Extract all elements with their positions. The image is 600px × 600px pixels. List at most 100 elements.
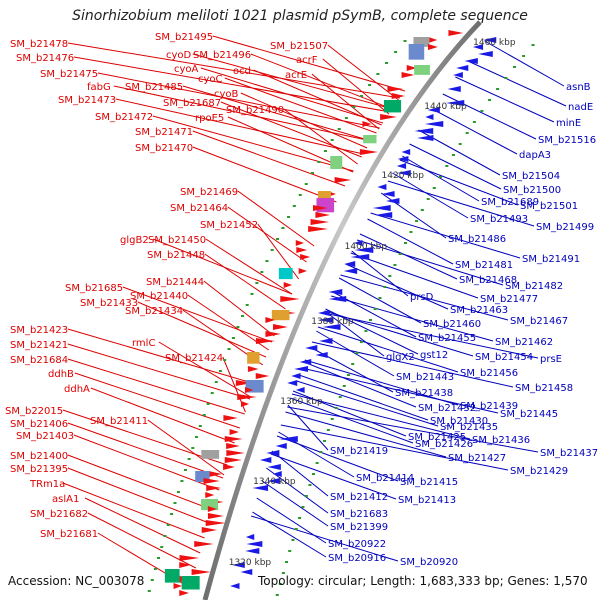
gene-arrow-reverse bbox=[447, 86, 461, 92]
gene-arrow-reverse bbox=[294, 366, 309, 372]
scale-tick bbox=[191, 447, 195, 449]
scale-tick bbox=[160, 546, 164, 548]
left-connector-line bbox=[240, 92, 368, 149]
right-connector-line bbox=[331, 295, 494, 342]
left-gene-label: cyoD bbox=[166, 50, 192, 61]
left-connector-line bbox=[67, 358, 245, 415]
left-gene-label: SM_b21403 bbox=[16, 431, 74, 442]
left-connector-line bbox=[90, 387, 235, 444]
gene-arrow-reverse bbox=[232, 562, 245, 568]
scale-tick bbox=[265, 260, 269, 262]
right-gene-label: SM_b21463 bbox=[450, 305, 508, 316]
gene-arrow-forward bbox=[315, 212, 331, 218]
left-connector-line bbox=[237, 190, 315, 247]
left-gene-label: ddhA bbox=[64, 384, 90, 395]
left-gene-label: SM_b21469 bbox=[180, 187, 238, 198]
gene-feature-box bbox=[413, 37, 430, 47]
right-gene-label: SM_b21399 bbox=[330, 522, 388, 533]
gene-arrow-reverse bbox=[275, 443, 287, 449]
right-gene-label: SM_b21462 bbox=[495, 337, 553, 348]
right-gene-label: SM_b21438 bbox=[395, 388, 453, 399]
scale-tick bbox=[276, 238, 280, 240]
right-gene-label: SM_b21501 bbox=[520, 201, 578, 212]
scale-tick bbox=[304, 495, 308, 497]
gene-arrow-reverse bbox=[267, 464, 281, 470]
left-gene-label: SM_b22015 bbox=[5, 406, 63, 417]
gene-feature-box bbox=[195, 471, 210, 483]
gene-arrow-forward bbox=[247, 366, 259, 372]
scale-tick bbox=[288, 550, 292, 552]
gene-arrow-forward bbox=[312, 205, 328, 211]
gene-arrow-reverse bbox=[417, 135, 434, 141]
right-gene-label: gst12 bbox=[420, 350, 448, 361]
right-gene-label: SM_b21482 bbox=[505, 281, 563, 292]
gene-arrow-reverse bbox=[375, 212, 393, 218]
genome-backbone bbox=[202, 20, 482, 600]
scale-tick bbox=[432, 187, 436, 189]
gene-arrow-reverse bbox=[414, 128, 434, 134]
gene-arrow-reverse bbox=[318, 317, 334, 323]
right-connector-line bbox=[285, 411, 447, 458]
gene-arrow-forward bbox=[283, 282, 293, 288]
gene-arrow-forward bbox=[362, 121, 372, 127]
scale-tick bbox=[344, 117, 348, 119]
left-connector-line bbox=[227, 206, 307, 263]
right-connector-line bbox=[323, 312, 539, 359]
right-gene-label: SM_b21427 bbox=[448, 453, 506, 464]
kbp-marker-label: 1420 kbp bbox=[382, 171, 425, 181]
left-gene-label: ddhB bbox=[48, 369, 74, 380]
left-connector-line bbox=[73, 56, 391, 113]
right-gene-label: SM_b21456 bbox=[460, 368, 518, 379]
scale-tick bbox=[260, 271, 264, 273]
right-gene-label: prsE bbox=[540, 354, 562, 365]
gene-arrow-forward bbox=[223, 464, 235, 470]
right-connector-line bbox=[287, 404, 329, 451]
left-gene-label: SM_b21687 bbox=[163, 98, 221, 109]
left-connector-line bbox=[253, 69, 382, 126]
right-connector-line bbox=[251, 515, 399, 562]
gene-arrow-reverse bbox=[354, 247, 374, 253]
scale-tick bbox=[383, 286, 387, 288]
left-gene-label: cyoB bbox=[214, 89, 239, 100]
scale-tick bbox=[337, 128, 341, 130]
left-gene-label: SM_b21433 bbox=[80, 298, 138, 309]
gene-arrow-forward bbox=[224, 436, 243, 442]
scale-tick bbox=[385, 62, 389, 64]
right-connector-line bbox=[266, 467, 329, 514]
left-connector-line bbox=[192, 53, 393, 110]
gene-arrow-reverse bbox=[291, 373, 301, 379]
left-gene-label: TRm1a bbox=[29, 479, 65, 490]
gene-arrow-forward bbox=[255, 373, 270, 379]
gene-arrow-reverse bbox=[317, 310, 330, 316]
gene-arrow-reverse bbox=[472, 44, 484, 50]
gene-arrow-forward bbox=[308, 226, 328, 232]
right-connector-line bbox=[345, 263, 449, 310]
scale-tick bbox=[308, 484, 312, 486]
gene-arrow-reverse bbox=[305, 345, 318, 351]
right-gene-label: SM_b21436 bbox=[472, 435, 530, 446]
left-gene-label: SM_b21684 bbox=[10, 355, 68, 366]
right-gene-label: SM_b21481 bbox=[455, 260, 513, 271]
right-gene-label: SM_b21435 bbox=[440, 422, 498, 433]
scale-tick bbox=[359, 341, 363, 343]
gene-arrow-forward bbox=[226, 443, 240, 449]
gene-arrow-reverse bbox=[344, 261, 356, 267]
scale-tick bbox=[147, 590, 151, 592]
scale-tick bbox=[323, 150, 327, 152]
right-connector-line bbox=[290, 397, 414, 444]
right-connector-line bbox=[291, 393, 471, 440]
scale-tick bbox=[326, 429, 330, 431]
left-gene-label: SM_b21507 bbox=[270, 41, 328, 52]
left-gene-label: SM_b21472 bbox=[95, 112, 153, 123]
gene-arrow-forward bbox=[387, 86, 404, 92]
right-connector-line bbox=[350, 252, 479, 299]
left-connector-line bbox=[73, 434, 220, 491]
scale-tick bbox=[176, 491, 180, 493]
left-gene-label: SM_b21476 bbox=[16, 53, 74, 64]
gene-arrow-forward bbox=[237, 394, 257, 400]
left-connector-line bbox=[67, 343, 251, 400]
scale-tick bbox=[388, 275, 392, 277]
right-gene-label: asnB bbox=[566, 82, 591, 93]
scale-tick bbox=[304, 183, 308, 185]
right-gene-label: SM_b21486 bbox=[448, 234, 506, 245]
